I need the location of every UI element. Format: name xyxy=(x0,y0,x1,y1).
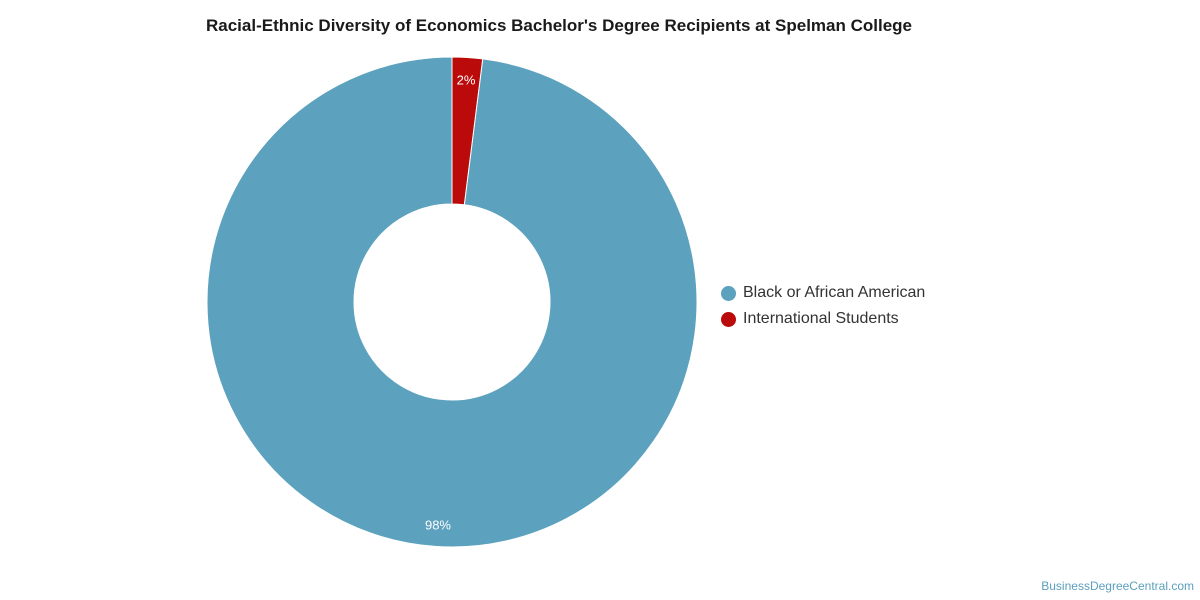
legend-label: International Students xyxy=(743,310,899,327)
donut-slices xyxy=(206,56,698,548)
legend-label: Black or African American xyxy=(743,284,926,301)
legend-dot-icon xyxy=(721,311,736,327)
legend-item-international-students[interactable]: International Students xyxy=(721,306,925,332)
legend-item-black-or-african-american[interactable]: Black or African American xyxy=(721,280,925,306)
legend-dot-icon xyxy=(721,285,736,301)
chart-title: Racial-Ethnic Diversity of Economics Bac… xyxy=(206,16,912,35)
donut-labels: 98% 2% xyxy=(425,72,476,532)
legend: Black or African American International … xyxy=(721,280,925,332)
donut-slice-black-or-african-american[interactable] xyxy=(206,56,698,548)
slice-label: 2% xyxy=(457,72,476,87)
source-credit[interactable]: BusinessDegreeCentral.com xyxy=(1041,579,1194,593)
donut-slice-international-students[interactable] xyxy=(451,56,484,206)
slice-label: 98% xyxy=(425,518,451,533)
